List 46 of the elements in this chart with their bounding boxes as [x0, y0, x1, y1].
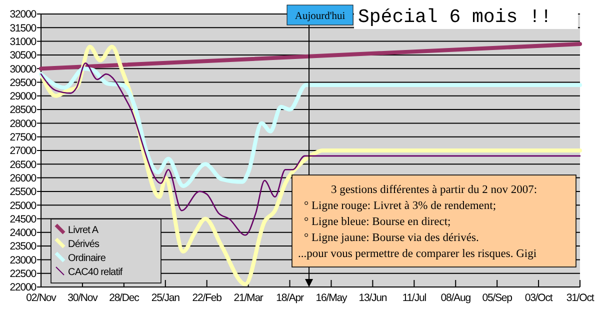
x-tick-label: 30/Nov [68, 292, 99, 304]
x-tick-label: 31/Oct [566, 292, 594, 304]
x-tick-label: 08/Aug [440, 292, 472, 304]
y-tick-label: 32000 [10, 8, 37, 21]
legend-label: Livret A [68, 225, 99, 236]
x-tick-label: 25/Jan [151, 292, 180, 304]
y-tick-label: 24500 [10, 213, 37, 226]
x-tick-label: 02/Nov [26, 292, 58, 304]
y-tick-label: 24000 [10, 227, 37, 240]
y-tick-label: 27000 [10, 145, 37, 158]
y-tick-label: 28500 [10, 104, 37, 116]
y-tick-label: 23000 [10, 254, 37, 266]
y-tick-label: 31500 [10, 22, 37, 34]
annotation: ° Ligne rouge: Livret à 3% de rendement; [304, 200, 496, 212]
y-tick-label: 28000 [10, 118, 37, 130]
y-tick-label: 26500 [10, 158, 37, 171]
x-tick-label: 16/May [316, 292, 348, 304]
annotation: ° Ligne bleue: Bourse en direct; [304, 216, 451, 228]
y-tick-label: 30000 [10, 63, 37, 76]
legend-label: Ordinaire [68, 253, 106, 264]
x-tick-label: 11/Jul [402, 292, 426, 304]
y-tick-label: 27500 [10, 132, 37, 144]
y-tick-label: 30500 [10, 50, 37, 62]
y-tick-label: 26000 [10, 172, 37, 184]
chart-title: Spécial 6 mois !! [358, 6, 552, 28]
y-tick-label: 22000 [10, 282, 37, 294]
y-tick-label: 23500 [10, 240, 37, 253]
y-tick-label: 25000 [10, 200, 37, 212]
x-tick-label: 05/Sep [482, 292, 513, 304]
y-tick-label: 31000 [10, 36, 37, 48]
x-tick-label: 21/Mar [234, 292, 264, 304]
y-tick-label: 25500 [10, 186, 37, 198]
ref-line-label: Aujourd'hui [294, 11, 346, 22]
x-tick-label: 13/Jun [358, 292, 388, 304]
y-tick-label: 22500 [10, 268, 37, 280]
annotation: 3 gestions différentes à partir du 2 nov 2007: [330, 184, 538, 196]
annotation: ° Ligne jaune: Bourse via des dérivés. [304, 232, 479, 244]
legend-label: Dérivés [68, 239, 100, 250]
x-tick-label: 28/Dec [109, 292, 140, 304]
x-tick-label: 18/Apr [276, 292, 305, 304]
y-tick-label: 29000 [10, 90, 37, 103]
y-tick-label: 29500 [10, 76, 37, 89]
annotation: ...pour vous permettre de comparer les risques. Gigi [298, 248, 537, 260]
x-tick-label: 03/Oct [524, 292, 553, 304]
x-tick-label: 22/Feb [192, 292, 222, 304]
legend-label: CAC40 relatif [68, 267, 123, 278]
